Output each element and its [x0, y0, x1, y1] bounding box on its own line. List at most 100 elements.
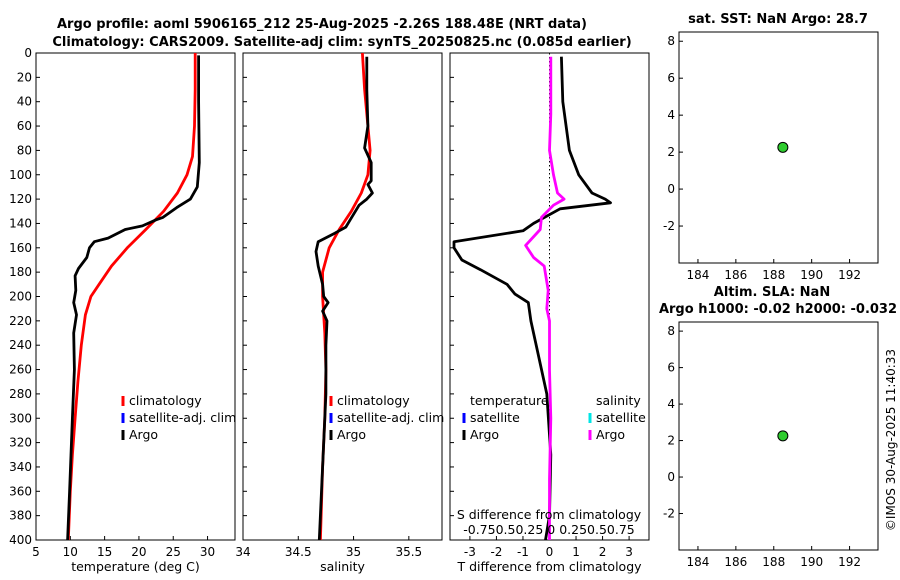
temperature-ytick-label: 40 [17, 95, 32, 109]
difference-xtick-label: 2 [599, 545, 607, 559]
temperature-xtick-label: 20 [131, 545, 146, 559]
sla-title-line-2: Argo h1000: -0.02 h2000: -0.032 [659, 302, 897, 317]
sla-xtick-label: 192 [838, 555, 861, 569]
sla-argo-marker [777, 430, 789, 442]
sst-axes-frame [678, 31, 879, 264]
temperature-ytick-label: 180 [9, 265, 32, 279]
difference-xtick-label: -2 [490, 545, 502, 559]
sst-panel: 184 186 188 190 192 -2 0 2 4 6 8 [663, 31, 879, 282]
temperature-axes-frame [35, 52, 236, 541]
sla-xtick-label: 186 [724, 555, 747, 569]
sla-title-line-1: Altim. SLA: NaN [714, 285, 830, 300]
temperature-difference-argo-line [452, 56, 612, 541]
temperature-ytick-label: 300 [9, 411, 32, 425]
salinity-axes-frame [242, 52, 443, 541]
s-diff-label-line-1: S difference from climatology [457, 507, 642, 522]
difference-legend-salinity-satellite-label: satellite [596, 410, 646, 425]
temperature-argo-line [66, 55, 201, 541]
salinity-xtick-label: 35.5 [395, 545, 422, 559]
sst-xtick-label: 184 [686, 268, 709, 282]
temperature-ytick-label: 100 [9, 168, 32, 182]
temperature-ytick-label: 200 [9, 290, 32, 304]
temperature-ytick-label: 20 [17, 70, 32, 84]
sla-ytick-label: 8 [667, 324, 675, 338]
temperature-xtick-label: 15 [97, 545, 112, 559]
temperature-ytick-label: 380 [9, 509, 32, 523]
sla-ytick-label: -2 [663, 507, 675, 521]
temperature-ytick-label: 220 [9, 314, 32, 328]
temperature-panel: 5 10 15 20 25 3002040608010012014016018020022… [9, 46, 236, 574]
sst-ytick-label: 0 [667, 182, 675, 196]
temperature-ytick-label: 80 [17, 143, 32, 157]
salinity-legend-satellite-label: satellite-adj. clim [337, 410, 444, 425]
salinity-legend-argo-label: Argo [337, 427, 366, 442]
difference-xtick-label: -3 [464, 545, 476, 559]
temperature-xtick-label: 25 [166, 545, 181, 559]
temperature-ytick-label: 360 [9, 484, 32, 498]
temperature-legend-argo-label: Argo [129, 427, 158, 442]
sst-argo-marker [777, 141, 789, 153]
salinity-panel: 34 34.5 35 35.5 salinity [235, 52, 443, 574]
sst-xtick-label: 192 [838, 268, 861, 282]
salinity-xtick-label: 35 [346, 545, 361, 559]
sst-xtick-label: 190 [800, 268, 823, 282]
temperature-ytick-label: 120 [9, 192, 32, 206]
sla-ytick-label: 0 [667, 470, 675, 484]
salinity-legend-climatology-label: climatology [337, 393, 410, 408]
difference-xtick-label: 3 [625, 545, 633, 559]
temperature-ytick-label: 280 [9, 387, 32, 401]
temperature-legend-satellite-label: satellite-adj. clim [129, 410, 236, 425]
salinity-difference-argo-line [524, 56, 566, 540]
temperature-ytick-label: 0 [24, 46, 32, 60]
sla-axes-frame [678, 321, 879, 551]
difference-xlabel: T difference from climatology [456, 559, 642, 574]
title-line-1: Argo profile: aoml 5906165_212 25-Aug-20… [57, 17, 587, 32]
salinity-legend: climatology satellite-adj. clim Argo [329, 393, 444, 442]
sst-ytick-label: 4 [667, 108, 675, 122]
sla-xtick-label: 184 [686, 555, 709, 569]
temperature-ytick-label: 400 [9, 533, 32, 547]
temperature-xtick-label: 30 [200, 545, 215, 559]
temperature-xlabel: temperature (deg C) [71, 559, 200, 574]
salinity-xtick-label: 34 [235, 545, 250, 559]
temperature-ytick-label: 160 [9, 241, 32, 255]
temperature-xtick-label: 5 [32, 545, 40, 559]
difference-panel: -3 -2 -1 0 1 2 3T difference from climatology [449, 52, 650, 574]
temperature-xtick-label: 10 [63, 545, 78, 559]
sst-ytick-label: 2 [667, 145, 675, 159]
sla-xtick-label: 188 [762, 555, 785, 569]
difference-legend-temperature-title: temperature [470, 393, 549, 408]
temperature-climatology-line [66, 53, 197, 541]
sla-ytick-label: 6 [667, 361, 675, 375]
salinity-climatology-line [319, 52, 372, 541]
imos-timestamp: ©IMOS 30-Aug-2025 11:40:33 [884, 349, 898, 531]
difference-xtick-label: 1 [572, 545, 580, 559]
sst-ytick-label: 6 [667, 71, 675, 85]
temperature-legend-climatology-label: climatology [129, 393, 202, 408]
difference-xtick-label: 0 [546, 545, 554, 559]
difference-legend-salinity-title: salinity [596, 393, 641, 408]
temperature-ytick-label: 140 [9, 216, 32, 230]
sst-xtick-label: 188 [762, 268, 785, 282]
sla-ytick-label: 4 [667, 397, 675, 411]
temperature-ytick-label: 60 [17, 119, 32, 133]
sla-xtick-label: 190 [800, 555, 823, 569]
temperature-ytick-label: 240 [9, 338, 32, 352]
difference-legend-temperature-satellite-label: satellite [470, 410, 520, 425]
sst-xtick-label: 186 [724, 268, 747, 282]
salinity-argo-line [314, 56, 374, 541]
sst-title: sat. SST: NaN Argo: 28.7 [688, 12, 868, 27]
sla-ytick-label: 2 [667, 434, 675, 448]
temperature-legend: climatology satellite-adj. clim Argo [121, 393, 236, 442]
sst-ytick-label: 8 [667, 34, 675, 48]
difference-xtick-label: -1 [517, 545, 529, 559]
temperature-ytick-label: 320 [9, 436, 32, 450]
difference-legend-salinity-argo-label: Argo [596, 427, 625, 442]
salinity-xlabel: salinity [320, 559, 365, 574]
sla-panel: 184 186 188 190 192 -2 0 2 4 6 8 [663, 321, 879, 569]
difference-legend-temperature-argo-label: Argo [470, 427, 499, 442]
s-diff-label-line-2: -0.750.50.25 0 0.250.50.75 [463, 522, 635, 537]
temperature-ytick-label: 340 [9, 460, 32, 474]
difference-legend: temperature salinity satellite Argo satellit… [462, 393, 646, 442]
